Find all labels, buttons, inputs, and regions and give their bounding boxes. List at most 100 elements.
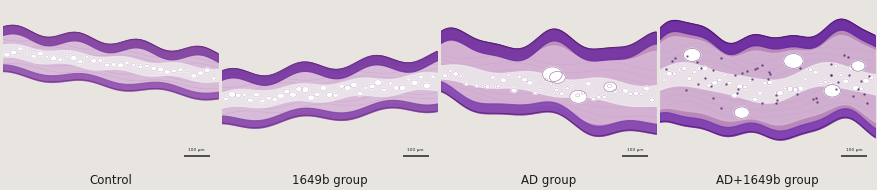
Circle shape [374,80,381,86]
Circle shape [289,92,296,97]
Circle shape [622,88,628,93]
Circle shape [710,81,717,85]
Circle shape [649,98,653,102]
Circle shape [833,64,837,67]
Circle shape [224,97,228,101]
Circle shape [569,90,587,103]
Circle shape [410,80,417,85]
Circle shape [496,85,500,88]
Circle shape [469,72,473,75]
Circle shape [862,78,868,83]
Circle shape [591,97,595,101]
Circle shape [301,87,309,93]
Circle shape [521,78,527,82]
Circle shape [812,70,817,74]
Circle shape [178,68,183,72]
Circle shape [11,50,17,55]
Circle shape [717,78,722,82]
Circle shape [266,97,271,100]
Text: 100 μm: 100 μm [407,148,424,152]
Circle shape [18,47,23,51]
Circle shape [157,67,164,72]
Circle shape [611,89,617,93]
Circle shape [858,87,862,91]
Circle shape [70,55,77,61]
Circle shape [607,84,611,88]
Text: 100 μm: 100 μm [189,148,204,152]
Circle shape [510,88,517,93]
Circle shape [867,75,873,79]
Circle shape [782,87,787,90]
Circle shape [398,85,405,91]
Circle shape [283,89,289,94]
Circle shape [185,71,189,74]
Circle shape [500,78,506,83]
Circle shape [423,83,430,89]
Circle shape [211,77,216,80]
Circle shape [320,86,326,90]
Circle shape [683,48,700,62]
Circle shape [485,85,489,89]
Circle shape [661,79,666,82]
Circle shape [553,88,558,92]
Text: 1649b group: 1649b group [291,174,367,187]
Circle shape [643,86,649,91]
Circle shape [596,96,601,99]
Circle shape [204,68,210,73]
Circle shape [851,61,864,71]
Circle shape [277,93,284,98]
Circle shape [617,89,621,91]
Circle shape [802,78,806,80]
Circle shape [393,86,399,90]
Circle shape [506,73,510,76]
Text: AD group: AD group [520,174,575,187]
Circle shape [339,84,344,88]
Circle shape [783,54,802,68]
Circle shape [125,61,129,64]
Circle shape [58,58,63,62]
Circle shape [25,52,29,55]
Circle shape [37,51,43,56]
Circle shape [828,82,831,85]
Circle shape [490,76,495,79]
Text: 100 μm: 100 μm [626,148,642,152]
Circle shape [565,87,568,90]
Circle shape [766,80,772,85]
Circle shape [842,79,848,84]
Circle shape [326,93,332,97]
Circle shape [824,85,839,97]
Circle shape [296,87,302,92]
Circle shape [242,93,246,96]
Circle shape [736,84,742,89]
Circle shape [197,71,203,75]
Circle shape [603,82,616,92]
Circle shape [253,93,259,97]
Circle shape [747,79,751,82]
Circle shape [314,92,320,97]
Circle shape [796,86,802,91]
Circle shape [786,86,793,91]
Circle shape [417,75,423,79]
Circle shape [666,71,672,76]
Circle shape [601,95,606,99]
Circle shape [171,69,176,73]
Circle shape [526,81,532,85]
Circle shape [544,78,547,81]
Circle shape [532,91,537,94]
Circle shape [357,92,362,96]
Circle shape [368,84,374,89]
Text: 100 μm: 100 μm [845,148,861,152]
Circle shape [459,75,462,78]
Circle shape [480,84,483,87]
Circle shape [762,82,766,85]
Circle shape [776,90,782,96]
Circle shape [307,95,315,101]
Circle shape [731,93,737,97]
Circle shape [722,74,725,76]
Circle shape [585,82,590,86]
Circle shape [31,54,36,58]
Circle shape [118,63,124,68]
Circle shape [332,93,338,97]
Text: AD+1649b group: AD+1649b group [716,174,818,187]
Circle shape [388,82,392,85]
